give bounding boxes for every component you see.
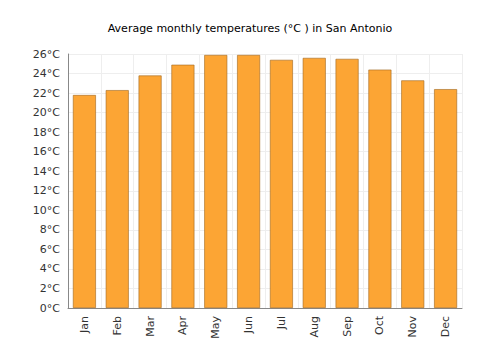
svg-text:24°C: 24°C <box>33 67 60 80</box>
svg-text:16°C: 16°C <box>33 145 60 158</box>
svg-text:Average monthly temperatures (: Average monthly temperatures (°C ) in Sa… <box>108 22 393 35</box>
svg-text:8°C: 8°C <box>40 223 60 236</box>
svg-text:Jun: Jun <box>242 316 255 334</box>
svg-text:14°C: 14°C <box>33 165 60 178</box>
svg-text:Apr: Apr <box>176 316 189 336</box>
svg-text:0°C: 0°C <box>40 302 60 315</box>
svg-text:Sep: Sep <box>341 316 354 337</box>
svg-text:Oct: Oct <box>373 315 386 335</box>
svg-text:Dec: Dec <box>439 316 452 337</box>
svg-text:Aug: Aug <box>308 316 321 337</box>
svg-text:26°C: 26°C <box>33 48 60 61</box>
svg-text:6°C: 6°C <box>40 243 60 256</box>
svg-text:Mar: Mar <box>144 316 157 337</box>
svg-text:Nov: Nov <box>406 316 419 338</box>
svg-text:Feb: Feb <box>111 316 124 335</box>
svg-text:Jan: Jan <box>78 316 91 334</box>
svg-text:May: May <box>209 316 222 339</box>
svg-text:12°C: 12°C <box>33 184 60 197</box>
svg-text:2°C: 2°C <box>40 282 60 295</box>
svg-text:22°C: 22°C <box>33 87 60 100</box>
svg-text:10°C: 10°C <box>33 204 60 217</box>
svg-text:20°C: 20°C <box>33 106 60 119</box>
svg-text:4°C: 4°C <box>40 262 60 275</box>
svg-text:18°C: 18°C <box>33 126 60 139</box>
svg-text:Jul: Jul <box>275 316 288 330</box>
